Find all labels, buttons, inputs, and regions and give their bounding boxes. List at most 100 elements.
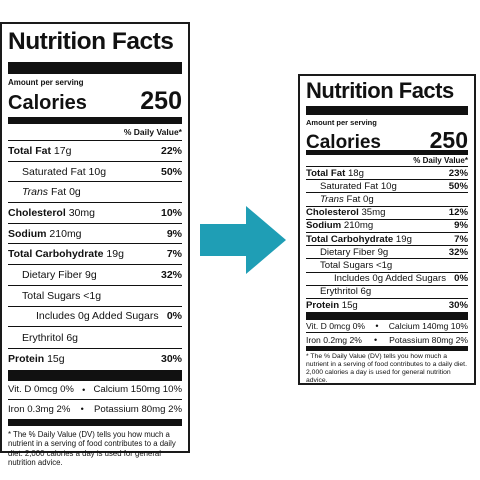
erythritol-label: Erythritol 6g [320,286,372,298]
total-carb-row: Total Carbohydrate 19g 7% [8,244,182,266]
footnote-divider [306,346,468,352]
sodium-amount: 210mg [343,220,374,232]
added-sugars-pct: 0% [454,273,468,285]
total-carb-amount: 19g [106,248,124,261]
total-fat-amount: 18g [347,167,364,179]
cholesterol-pct: 10% [160,206,182,219]
saturated-fat-pct: 50% [448,180,468,192]
calories-row: Calories 250 [306,127,468,153]
dietary-fiber-pct: 32% [160,268,182,281]
right-arrow-icon [200,206,286,274]
total-fat-label: Total Fat [306,167,346,179]
cholesterol-amount: 30mg [68,206,95,219]
added-sugars-label: Includes 0g Added Sugars [334,273,447,285]
trans-fat-amount: Fat 0g [48,186,81,199]
potassium: Potassium 80mg 2% [94,403,182,415]
total-fat-pct: 22% [160,144,182,157]
sodium-row: Sodium 210mg 9% [306,220,468,233]
total-fat-pct: 23% [448,167,468,179]
sodium-label: Sodium [306,220,342,232]
total-sugars-label: Total Sugars <1g [22,289,102,302]
protein-amount: 15g [341,299,358,311]
total-fat-amount: 17g [53,144,72,157]
trans-fat-row: Trans Fat 0g [8,182,182,204]
dietary-fiber-label: Dietary Fiber [22,268,83,281]
saturated-fat-row: Saturated Fat 10g 50% [8,162,182,183]
protein-amount: 15g [47,353,65,366]
total-carb-label: Total Carbohydrate [8,248,104,261]
sodium-pct: 9% [166,227,182,240]
separator-dot: • [80,404,84,415]
cholesterol-pct: 12% [448,207,468,219]
sodium-amount: 210mg [49,227,82,240]
cholesterol-amount: 35mg [361,207,386,219]
trans-fat-row: Trans Fat 0g [306,193,468,207]
iron: Iron 0.3mg 2% [8,403,71,415]
protein-divider [306,312,468,321]
total-carb-row: Total Carbohydrate 19g 7% [306,233,468,247]
calories-value: 250 [140,87,182,115]
trans-fat-label: Trans [320,193,344,205]
cholesterol-label: Cholesterol [306,207,359,219]
erythritol-label: Erythritol 6g [22,331,79,344]
total-sugars-row: Total Sugars <1g [8,286,182,307]
total-carb-pct: 7% [454,233,468,245]
erythritol-row: Erythritol 6g [8,327,182,348]
total-fat-row: Total Fat 17g 22% [8,141,182,162]
total-sugars-row: Total Sugars <1g [306,259,468,273]
saturated-fat-row: Saturated Fat 10g 50% [306,180,468,194]
dietary-fiber-amount: 9g [85,268,97,281]
footnote-divider [8,418,182,426]
added-sugars-label: Includes 0g Added Sugars [36,310,159,323]
sodium-pct: 9% [454,220,468,232]
separator-dot: • [375,321,379,332]
calories-row: Calories 250 [8,87,182,115]
amount-per-serving: Amount per serving [8,78,84,87]
dietary-fiber-amount: 9g [377,246,389,258]
dietary-fiber-row: Dietary Fiber 9g 32% [8,265,182,286]
protein-pct: 30% [160,353,182,366]
total-carb-amount: 19g [395,233,412,245]
thick-divider [8,62,182,74]
saturated-fat-label: Saturated Fat [22,165,86,178]
vitamin-row-1: Vit. D 0mcg 0% • Calcium 150mg 10% [8,381,182,400]
total-carb-label: Total Carbohydrate [306,233,394,245]
erythritol-row: Erythritol 6g [306,286,468,299]
protein-pct: 30% [448,299,468,311]
calories-label: Calories [8,92,87,114]
protein-row: Protein 15g 30% [306,299,468,312]
trans-fat-amount: Fat 0g [343,193,374,205]
label-title: Nutrition Facts [306,78,454,103]
added-sugars-pct: 0% [166,310,182,323]
protein-row: Protein 15g 30% [8,349,182,370]
calories-value: 250 [429,127,468,153]
footnote: * The % Daily Value (DV) tells you how m… [8,429,176,468]
cholesterol-row: Cholesterol 30mg 10% [8,203,182,224]
saturated-fat-amount: 10g [380,180,397,192]
daily-value-header: % Daily Value* [306,155,468,167]
calcium: Calcium 150mg 10% [93,384,182,396]
added-sugars-row: Includes 0g Added Sugars 0% [8,307,182,328]
added-sugars-row: Includes 0g Added Sugars 0% [306,273,468,286]
dietary-fiber-pct: 32% [448,246,468,258]
vitamin-row-2: Iron 0.3mg 2% • Potassium 80mg 2% [8,400,182,419]
calories-label: Calories [306,132,381,153]
total-carb-pct: 7% [166,248,182,261]
amount-per-serving: Amount per serving [306,118,377,127]
saturated-fat-label: Saturated Fat [320,180,379,192]
saturated-fat-pct: 50% [160,165,182,178]
sodium-row: Sodium 210mg 9% [8,224,182,245]
calcium: Calcium 140mg 10% [388,321,468,332]
medium-divider [8,117,182,124]
iron: Iron 0.2mg 2% [306,334,362,345]
protein-label: Protein [306,299,340,311]
vitamin-row-2: Iron 0.2mg 2% • Potassium 80mg 2% [306,333,468,346]
daily-value-header: % Daily Value* [8,124,182,141]
vitamin-d: Vit. D 0mcg 0% [8,384,74,396]
sodium-label: Sodium [8,227,47,240]
protein-divider [8,369,182,381]
total-fat-label: Total Fat [8,144,51,157]
potassium: Potassium 80mg 2% [389,334,468,345]
nutrition-label-original: Nutrition Facts Amount per serving Calor… [0,22,190,467]
total-sugars-label: Total Sugars <1g [320,259,393,271]
